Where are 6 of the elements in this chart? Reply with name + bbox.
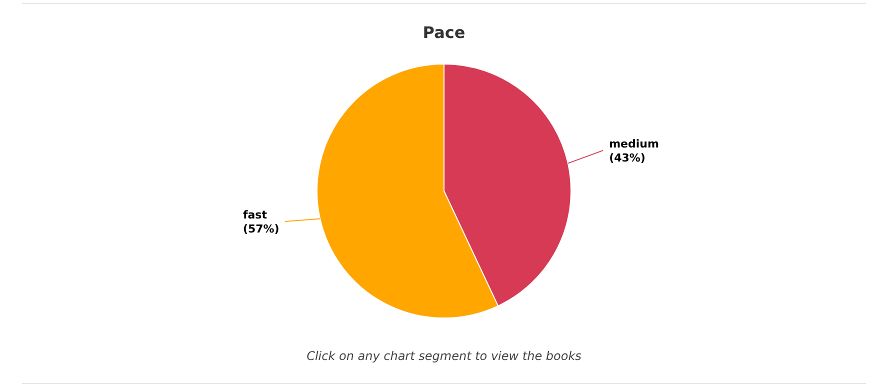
text: Click on any chart segment to view the books [306,349,582,363]
chart-title: Pace [422,23,466,42]
data-label: (57%) [242,222,280,236]
slice-label: medium [609,137,659,150]
slice-label: fast [242,208,267,222]
data-label: (43%) [609,151,646,164]
